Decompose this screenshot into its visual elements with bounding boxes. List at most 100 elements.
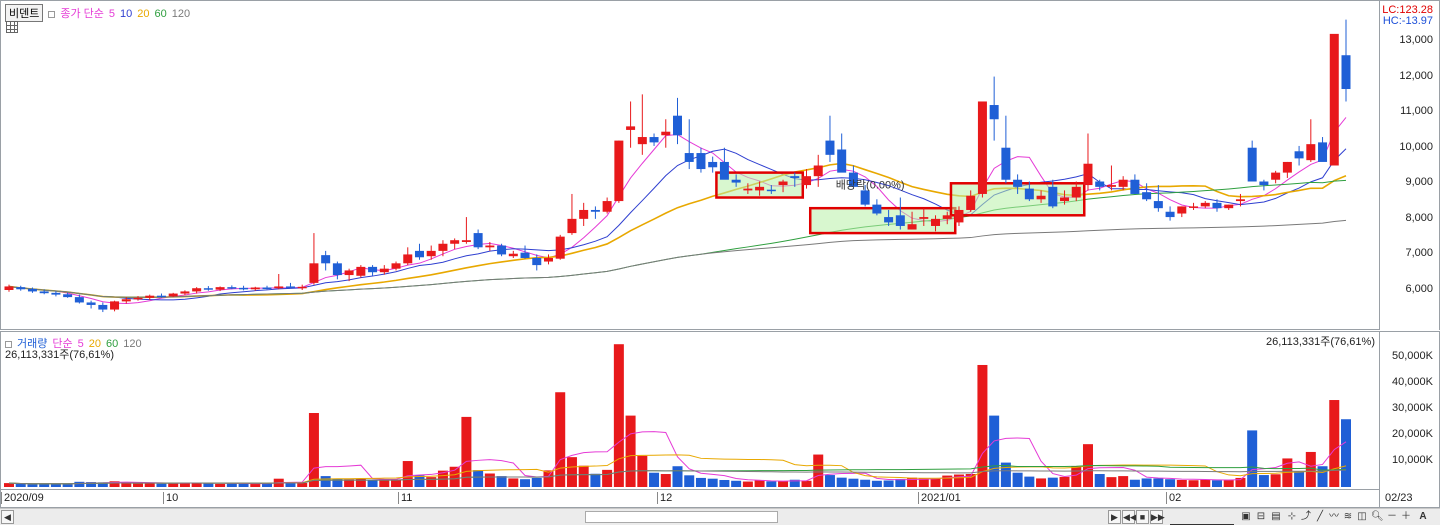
- line-draw-icon[interactable]: ╱: [1316, 511, 1324, 522]
- zoom-in-button[interactable]: ＋: [1401, 511, 1411, 522]
- candle-body: [145, 295, 155, 298]
- volume-bar: [789, 479, 800, 487]
- volume-bar: [203, 483, 214, 487]
- volume-bar: [191, 482, 202, 487]
- candle-body: [579, 209, 589, 219]
- volume-bar: [250, 483, 261, 487]
- volume-bar: [1141, 478, 1152, 487]
- candle-body: [543, 257, 553, 262]
- price-chart-pane[interactable]: 비덴트 종가 단순 5 10 20 60 120 배당락(0.00%): [0, 0, 1380, 330]
- price-ma10-line: [8, 148, 1347, 301]
- candle-body: [239, 287, 249, 290]
- volume-bar: [461, 416, 472, 487]
- candle-body: [708, 161, 718, 168]
- candle-body: [637, 137, 647, 145]
- volume-bar: [871, 480, 882, 487]
- volume-bar: [930, 478, 941, 487]
- settings-square-icon[interactable]: [48, 10, 56, 18]
- volume-bar: [379, 479, 390, 487]
- font-size-button[interactable]: A: [1419, 511, 1427, 522]
- ma5-label: 5: [108, 8, 116, 20]
- candle-body: [1177, 206, 1187, 214]
- forward-icon[interactable]: ▶▶: [1150, 510, 1165, 524]
- candle-body: [297, 286, 307, 289]
- candle-body: [215, 287, 225, 290]
- volume-bar: [320, 476, 331, 487]
- price-tick-label: 7,000: [1405, 247, 1433, 260]
- scroll-thumb[interactable]: [585, 511, 778, 523]
- candle-body: [1189, 206, 1199, 208]
- crosshair-icon[interactable]: ⊹: [1287, 511, 1297, 522]
- candle-body: [1294, 151, 1304, 159]
- rewind-icon[interactable]: ◀◀: [1122, 510, 1137, 524]
- volume-bar: [367, 480, 378, 487]
- candle-body: [766, 189, 776, 192]
- volume-chart-pane[interactable]: 거래량 단순 5 20 60 120 26,113,331주(76,61%) 26,113…: [0, 331, 1380, 490]
- volume-settings-icon[interactable]: [5, 340, 12, 348]
- candle-body: [790, 176, 800, 178]
- candle-body: [508, 253, 518, 257]
- volume-bar: [625, 415, 636, 487]
- volume-bar: [426, 477, 437, 487]
- symbol-label[interactable]: 비덴트: [5, 4, 44, 22]
- volume-bar: [1270, 474, 1281, 487]
- candle-body: [86, 302, 96, 305]
- candle-body: [368, 266, 378, 273]
- volume-bar: [813, 454, 824, 487]
- volume-bar: [308, 413, 319, 487]
- volume-bar: [778, 481, 789, 487]
- zoom-out-button[interactable]: －: [1387, 511, 1397, 522]
- volume-bar: [1329, 400, 1340, 487]
- candle-body: [884, 217, 894, 223]
- scroll-right-button[interactable]: ▶: [1108, 510, 1121, 524]
- price-axis: LC:123.28 HC:-13.97 13,000 12,000 11,000 10…: [1380, 0, 1440, 330]
- layout-icon[interactable]: ▤: [1271, 511, 1281, 522]
- trend-icon[interactable]: ⤴: [1301, 511, 1311, 522]
- chart-scrollbar[interactable]: ◀ ▶ ◀◀ ■ ▶▶ ▣ ⊟ ▤ ⊹ ⤴ ╱ 〰 ≋ ◫ 🔍︎ － ＋ A: [0, 508, 1440, 525]
- volume-bar: [1000, 462, 1011, 487]
- grid-table-icon[interactable]: [6, 21, 18, 33]
- candle-body: [895, 215, 905, 226]
- candle-body: [1165, 211, 1175, 218]
- volume-bar: [977, 364, 988, 487]
- date-label: 2021/01: [918, 492, 961, 504]
- fib-icon[interactable]: ≋: [1343, 511, 1353, 522]
- volume-bar: [144, 482, 155, 487]
- volume-bar: [133, 483, 144, 487]
- volume-bar: [907, 477, 918, 487]
- volume-bar: [684, 475, 695, 487]
- wave-icon[interactable]: 〰: [1329, 511, 1339, 522]
- candle-body: [977, 101, 987, 194]
- compare-icon[interactable]: ⊟: [1256, 511, 1266, 522]
- volume-bar: [1235, 477, 1246, 487]
- volume-bar: [215, 483, 226, 487]
- search-zoom-icon[interactable]: 🔍︎: [1371, 511, 1384, 522]
- volume-bar: [496, 476, 507, 487]
- candle-body: [567, 218, 577, 234]
- candle-body: [262, 287, 272, 290]
- volume-bar: [226, 483, 237, 487]
- volume-bar: [449, 466, 460, 487]
- volume-tick-label: 50,000K: [1392, 350, 1433, 363]
- volume-bar: [590, 473, 601, 487]
- candle-body: [473, 233, 483, 248]
- dividend-label: 배당락(0.00%): [836, 179, 905, 192]
- candle-body: [321, 255, 331, 264]
- candle-body: [860, 190, 870, 205]
- volume-bar: [1200, 479, 1211, 487]
- candle-body: [1024, 188, 1034, 200]
- candle-body: [438, 243, 448, 251]
- candle-body: [133, 297, 143, 300]
- candle-body: [942, 215, 952, 219]
- scroll-left-button[interactable]: ◀: [1, 510, 14, 524]
- volume-ma120-line: [8, 469, 1347, 485]
- candle-body: [825, 140, 835, 155]
- chart-type-icon[interactable]: ▣: [1241, 511, 1251, 522]
- range-slider[interactable]: [1170, 510, 1234, 525]
- vma20-label: 20: [88, 338, 101, 350]
- object-icon[interactable]: ◫: [1357, 511, 1367, 522]
- volume-bar: [414, 475, 425, 487]
- volume-bar: [566, 457, 577, 487]
- candle-body: [919, 217, 929, 219]
- stop-icon[interactable]: ■: [1136, 510, 1149, 524]
